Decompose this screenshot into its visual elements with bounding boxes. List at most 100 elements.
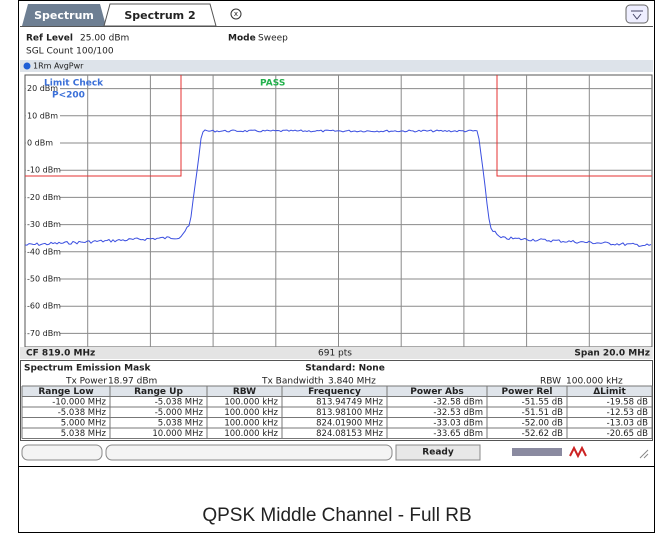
table-cell: 100.000 kHz <box>224 429 278 439</box>
mode-label: Mode <box>228 34 256 44</box>
status-field <box>21 444 103 461</box>
table-cell: -32.53 dBm <box>433 408 483 418</box>
close-icon[interactable] <box>230 8 242 20</box>
span: Span 20.0 MHz <box>574 349 650 359</box>
trace-label: 1Rm AvgPwr <box>33 62 84 71</box>
y-axis-label: -30 dBm <box>27 220 61 229</box>
logo <box>569 445 587 459</box>
footer-bar <box>20 347 653 359</box>
table-cell: -33.65 dBm <box>433 429 483 439</box>
label-bg <box>26 328 60 339</box>
label-bg <box>26 246 60 257</box>
table-cell: -5.038 MHz <box>155 397 204 407</box>
table-cell: -10.000 MHz <box>52 397 106 407</box>
tx-power: 18.97 dBm <box>108 377 157 387</box>
table-cell: 5.038 MHz <box>158 418 204 428</box>
ref-label: Ref Level <box>26 34 73 44</box>
status: Ready <box>422 448 454 458</box>
points: 691 pts <box>318 349 352 359</box>
result-panel <box>20 360 653 441</box>
column-header: Frequency <box>308 387 361 397</box>
resize-grip <box>639 449 649 459</box>
table-cell: -20.65 dB <box>607 429 648 439</box>
label-bg <box>26 274 60 284</box>
rbw-label: RBW <box>540 377 561 387</box>
limit-check: Limit Check <box>44 79 104 89</box>
label-bg <box>26 138 60 148</box>
label-bg <box>26 110 60 121</box>
center-frequency: CF 819.0 MHz <box>26 349 95 359</box>
ref-value: 25.00 dBm <box>80 34 129 44</box>
table-cell: -5.000 MHz <box>155 408 204 418</box>
table-cell: -12.53 dB <box>607 408 648 418</box>
y-axis-label: -70 dBm <box>27 329 61 338</box>
table-cell: -32.58 dBm <box>433 397 483 407</box>
table-header-bg <box>22 386 652 397</box>
table-cell: -13.03 dB <box>607 418 648 428</box>
menu-icon[interactable] <box>625 4 649 24</box>
standard: Standard: None <box>305 364 385 374</box>
y-axis-label: -40 dBm <box>27 247 61 256</box>
status-field <box>105 444 393 461</box>
limit-line <box>25 75 182 177</box>
caption: QPSK Middle Channel - Full RB <box>202 505 471 526</box>
table-cell: -5.038 MHz <box>58 408 107 418</box>
summary-title: Spectrum Emission Mask <box>24 364 152 374</box>
y-axis-label: -10 dBm <box>27 166 61 175</box>
table-cell: 824.08153 MHz <box>316 429 383 439</box>
tab-label: Spectrum 2 <box>124 9 195 22</box>
limit-line <box>496 75 652 177</box>
status-field <box>395 444 481 461</box>
y-axis-label: 20 dBm <box>27 84 58 93</box>
y-axis-label: -60 dBm <box>27 302 61 311</box>
table-cell: 813.98100 MHz <box>316 408 383 418</box>
table-cell: -19.58 dB <box>607 397 648 407</box>
trace-bar <box>20 60 653 72</box>
progress <box>512 448 562 456</box>
trace <box>24 129 652 247</box>
column-header: RBW <box>233 387 256 397</box>
tx-power-label: Tx Power <box>65 377 107 387</box>
y-axis-label: -20 dBm <box>27 193 61 202</box>
y-axis-label: 0 dBm <box>27 139 53 148</box>
label-bg <box>26 219 60 230</box>
mode-value: Sweep <box>258 34 288 44</box>
label-bg <box>26 192 60 203</box>
table-cell: 100.000 kHz <box>224 418 278 428</box>
y-axis-label: 10 dBm <box>27 111 58 120</box>
table-cell: 824.01900 MHz <box>316 418 383 428</box>
table-cell: 100.000 kHz <box>224 408 278 418</box>
table-cell: 5.038 MHz <box>61 429 107 439</box>
y-axis-label: -50 dBm <box>27 275 61 284</box>
rbw: 100.000 kHz <box>566 377 623 387</box>
table-cell: -52.00 dB <box>522 418 563 428</box>
menu-glyph <box>631 10 643 20</box>
table-cell: 10.000 MHz <box>152 429 203 439</box>
table-cell: 813.94749 MHz <box>316 397 383 407</box>
column-header: Power Abs <box>410 387 464 397</box>
table-cell: -33.03 dBm <box>433 418 483 428</box>
column-header: Range Low <box>38 387 93 397</box>
label-bg <box>26 301 60 312</box>
table-cell: 5.000 MHz <box>61 418 107 428</box>
table-cell: -52.62 dB <box>522 429 563 439</box>
table-cell: -51.55 dB <box>522 397 563 407</box>
table-cell: 100.000 kHz <box>224 397 278 407</box>
label-bg <box>26 165 60 176</box>
trace-dot <box>23 62 31 70</box>
close-glyph: x <box>234 10 238 18</box>
sgl-count: SGL Count 100/100 <box>26 47 114 57</box>
limit-name: P<200 <box>52 91 85 101</box>
column-header: ΔLimit <box>593 387 626 397</box>
tab[interactable] <box>22 4 106 26</box>
column-header: Power Rel <box>502 387 553 397</box>
limit-result: PASS <box>260 79 285 89</box>
column-header: Range Up <box>134 387 183 397</box>
table-cell: -51.51 dB <box>522 408 563 418</box>
tx-bw-label: Tx Bandwidth <box>261 377 324 387</box>
tab-label: Spectrum <box>34 9 94 22</box>
tx-bw: 3.840 MHz <box>328 377 376 387</box>
label-bg <box>26 83 60 94</box>
